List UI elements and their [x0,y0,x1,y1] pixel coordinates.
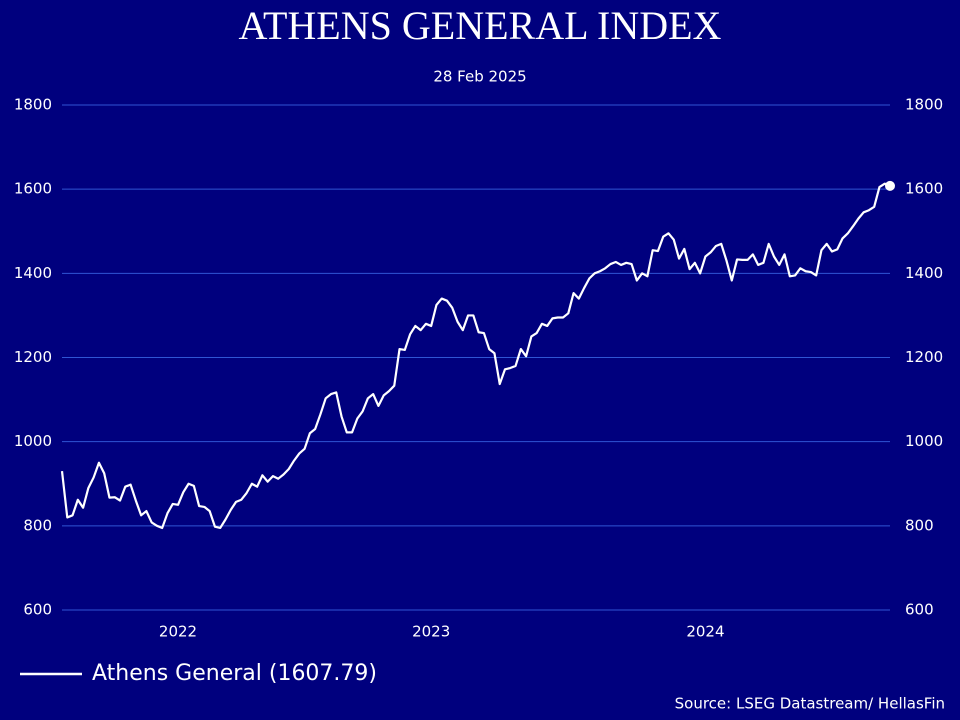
y2-tick-label: 800 [905,516,934,534]
y-tick-label: 1200 [14,348,52,366]
y-tick-label: 1400 [14,264,52,282]
y-tick-label: 600 [23,601,52,619]
x-tick-label: 2024 [686,623,724,641]
x-tick-label: 2023 [412,623,450,641]
y2-tick-label: 1800 [905,96,943,114]
data-line [60,182,891,530]
chart-title: ATHENS GENERAL INDEX [239,3,722,48]
end-point [885,180,895,191]
y-tick-label: 1600 [14,180,52,198]
y2-tick-label: 1000 [905,432,943,450]
legend-label: Athens General (1607.79) [92,661,377,686]
y2-tick-label: 1400 [905,264,943,282]
y-tick-label: 800 [23,516,52,534]
x-tick-label: 2022 [159,623,197,641]
y2-tick-label: 1200 [905,348,943,366]
y-tick-label: 1000 [14,432,52,450]
y2-tick-label: 600 [905,601,934,619]
y-tick-label: 1800 [14,96,52,114]
chart-subtitle: 28 Feb 2025 [433,68,526,86]
source-note: Source: LSEG Datastream/ HellasFin [675,695,945,713]
y2-tick-label: 1600 [905,180,943,198]
